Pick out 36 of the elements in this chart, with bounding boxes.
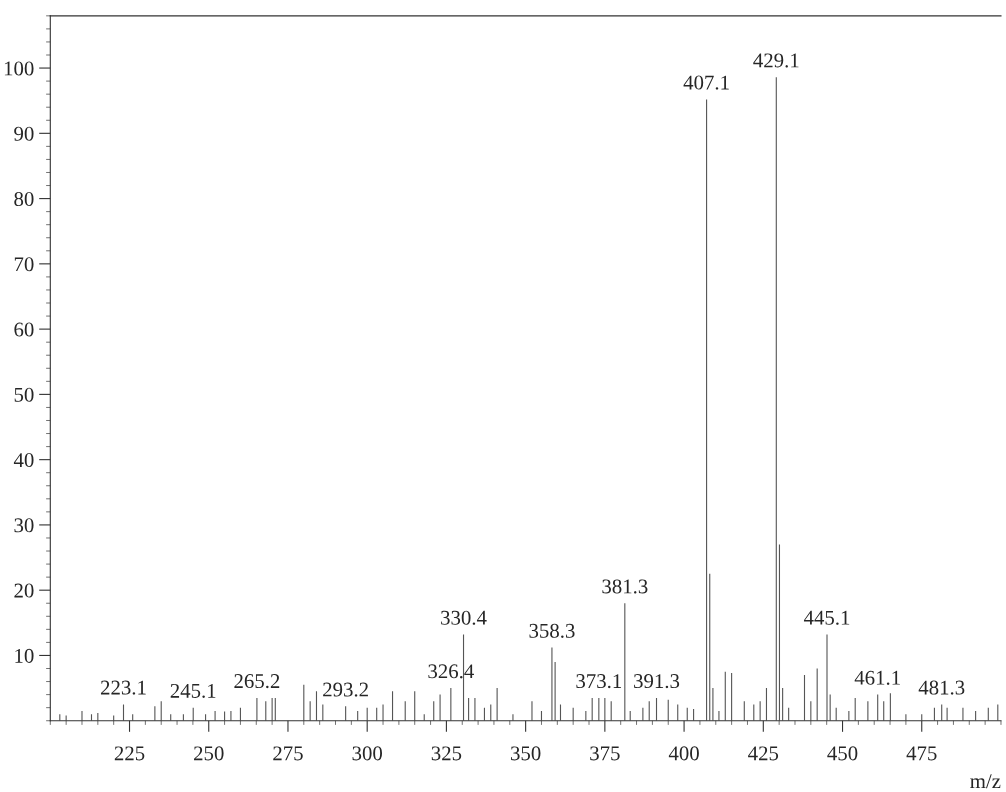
annotation: 223.1	[100, 680, 146, 695]
annotation: 391.3	[634, 674, 680, 689]
annotation: 265.2	[234, 674, 280, 689]
x-tick-label: 450	[827, 746, 858, 761]
annotation: 407.1	[683, 75, 729, 90]
y-tick-label: 50	[14, 387, 34, 402]
y-tick-label: 70	[14, 257, 34, 272]
x-axis-title: m/z	[970, 774, 1001, 789]
y-tick-label: 80	[14, 191, 34, 207]
x-tick-label: 350	[511, 746, 541, 761]
x-tick-label: 225	[114, 746, 145, 761]
y-tick-label: 100	[4, 61, 34, 76]
y-tick-label: 90	[14, 126, 34, 141]
annotation: 445.1	[803, 610, 850, 625]
annotation: 330.4	[441, 610, 487, 625]
x-tick-label: 475	[906, 746, 937, 761]
y-tick-label: 20	[14, 583, 34, 598]
annotation: 429.1	[753, 53, 799, 68]
x-tick-label: 325	[431, 746, 462, 761]
annotation: 461.1	[854, 670, 900, 685]
annotation: 245.1	[170, 683, 216, 698]
annotation: 358.3	[529, 623, 575, 638]
annotation: 381.3	[602, 579, 648, 594]
y-tick-label: 60	[14, 322, 34, 337]
y-tick-label: 40	[13, 453, 34, 468]
x-tick-label: 375	[590, 746, 620, 761]
annotation: 373.1	[576, 674, 622, 689]
x-tick-label: 300	[352, 746, 383, 761]
x-tick-label: 250	[194, 746, 224, 761]
x-tick-label: 400	[668, 746, 699, 761]
annotation: 293.2	[323, 682, 368, 697]
y-tick-label: 30	[14, 518, 34, 533]
x-tick-label: 275	[273, 746, 303, 761]
y-tick-label: 10	[15, 648, 34, 663]
annotation: 481.3	[918, 680, 965, 695]
x-tick-label: 425	[748, 746, 779, 761]
